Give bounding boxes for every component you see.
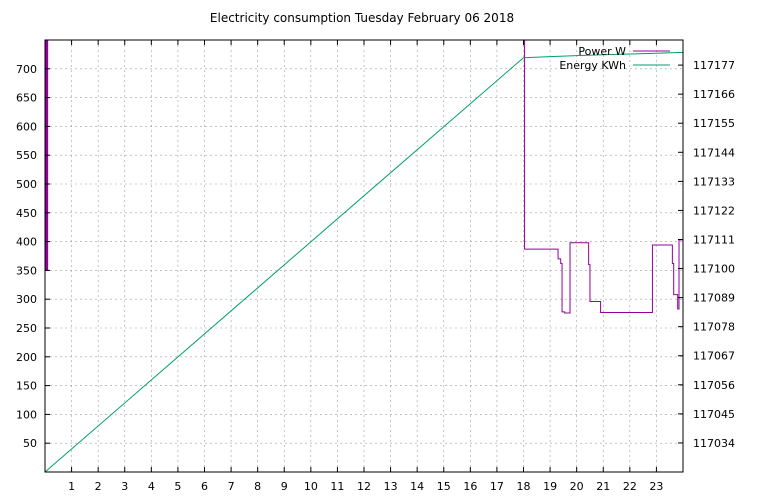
x-tick-label: 4 — [148, 480, 155, 493]
grid-lines — [45, 40, 683, 472]
legend-label: Power W — [578, 45, 626, 58]
y-left-tick-label: 50 — [23, 437, 37, 450]
x-tick-label: 17 — [490, 480, 504, 493]
y-right-tick-label: 117067 — [693, 350, 735, 363]
x-tick-label: 9 — [281, 480, 288, 493]
y-right-tick-label: 117133 — [693, 175, 735, 188]
x-tick-label: 6 — [201, 480, 208, 493]
y-right-tick-label: 117177 — [693, 59, 735, 72]
x-tick-label: 19 — [543, 480, 557, 493]
y-right-tick-label: 117034 — [693, 437, 735, 450]
y-right-tick-label: 117155 — [693, 117, 735, 130]
x-tick-label: 5 — [174, 480, 181, 493]
y-left-tick-label: 300 — [16, 293, 37, 306]
x-tick-label: 8 — [254, 480, 261, 493]
x-tick-label: 22 — [623, 480, 637, 493]
x-tick-label: 1 — [68, 480, 75, 493]
x-tick-label: 12 — [357, 480, 371, 493]
x-tick-label: 21 — [596, 480, 610, 493]
y-left-tick-label: 200 — [16, 351, 37, 364]
y-left-tick-label: 650 — [16, 92, 37, 105]
y-axis-right: 117034 117045 117056 117067 117078 117089 1171… — [678, 59, 735, 450]
y-left-tick-label: 100 — [16, 408, 37, 421]
y-right-tick-label: 117045 — [693, 408, 735, 421]
y-right-tick-label: 117056 — [693, 379, 735, 392]
y-left-tick-label: 700 — [16, 63, 37, 76]
y-right-tick-label: 117122 — [693, 204, 735, 217]
x-tick-label: 7 — [228, 480, 235, 493]
y-left-tick-label: 400 — [16, 236, 37, 249]
x-tick-label: 14 — [410, 480, 424, 493]
y-right-tick-label: 117089 — [693, 292, 735, 305]
x-tick-label: 23 — [649, 480, 663, 493]
x-tick-label: 15 — [437, 480, 451, 493]
y-left-tick-label: 250 — [16, 322, 37, 335]
y-right-tick-label: 117144 — [693, 146, 735, 159]
x-tick-label: 2 — [95, 480, 102, 493]
series-line-energy — [44, 51, 684, 473]
x-axis: 1 2 3 4 5 6 7 8 9 10 11 12 13 14 15 16 17 18 19 20 21 22 23 — [68, 40, 663, 493]
y-left-tick-label: 500 — [16, 178, 37, 191]
x-tick-label: 20 — [570, 480, 584, 493]
y-left-tick-label: 550 — [16, 149, 37, 162]
x-tick-label: 10 — [304, 480, 318, 493]
x-tick-label: 16 — [463, 480, 477, 493]
y-right-tick-label: 117078 — [693, 321, 735, 334]
y-left-tick-label: 450 — [16, 207, 37, 220]
y-left-tick-label: 600 — [16, 120, 37, 133]
x-tick-label: 18 — [517, 480, 531, 493]
y-left-tick-label: 150 — [16, 380, 37, 393]
y-left-tick-label: 350 — [16, 264, 37, 277]
x-tick-label: 11 — [330, 480, 344, 493]
x-tick-label: 3 — [121, 480, 128, 493]
legend-label: Energy KWh — [559, 59, 626, 72]
chart-title: Electricity consumption Tuesday February… — [210, 11, 514, 25]
y-axis-left: 50 100 150 200 250 300 350 400 450 500 550 600 650 70… — [16, 63, 50, 450]
y-right-tick-label: 117100 — [693, 263, 735, 276]
y-right-tick-label: 117166 — [693, 88, 735, 101]
x-tick-label: 13 — [384, 480, 398, 493]
y-right-tick-label: 117111 — [693, 233, 735, 246]
